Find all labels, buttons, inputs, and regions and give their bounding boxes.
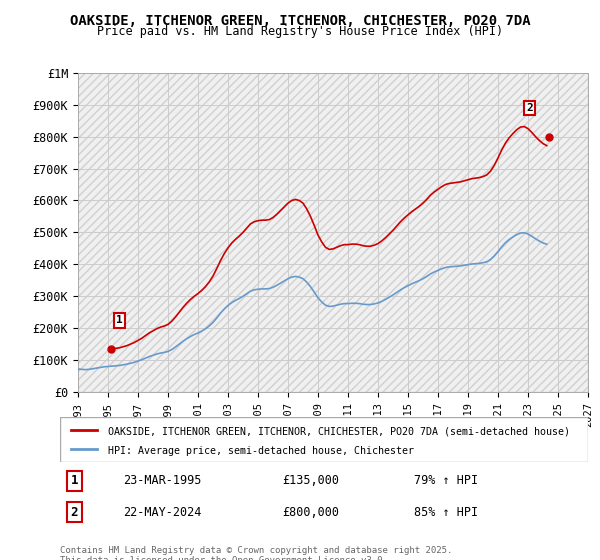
Text: 2: 2 (71, 506, 78, 519)
Text: 2: 2 (526, 103, 533, 113)
Text: 22-MAY-2024: 22-MAY-2024 (124, 506, 202, 519)
Text: 85% ↑ HPI: 85% ↑ HPI (414, 506, 478, 519)
Text: 79% ↑ HPI: 79% ↑ HPI (414, 474, 478, 487)
FancyBboxPatch shape (60, 417, 588, 462)
Text: 1: 1 (71, 474, 78, 487)
Text: Contains HM Land Registry data © Crown copyright and database right 2025.
This d: Contains HM Land Registry data © Crown c… (60, 546, 452, 560)
Text: OAKSIDE, ITCHENOR GREEN, ITCHENOR, CHICHESTER, PO20 7DA: OAKSIDE, ITCHENOR GREEN, ITCHENOR, CHICH… (70, 14, 530, 28)
Text: HPI: Average price, semi-detached house, Chichester: HPI: Average price, semi-detached house,… (107, 446, 413, 456)
Text: 1: 1 (116, 315, 122, 325)
Text: £800,000: £800,000 (282, 506, 339, 519)
Text: Price paid vs. HM Land Registry's House Price Index (HPI): Price paid vs. HM Land Registry's House … (97, 25, 503, 38)
Text: OAKSIDE, ITCHENOR GREEN, ITCHENOR, CHICHESTER, PO20 7DA (semi-detached house): OAKSIDE, ITCHENOR GREEN, ITCHENOR, CHICH… (107, 427, 569, 437)
Text: 23-MAR-1995: 23-MAR-1995 (124, 474, 202, 487)
Text: £135,000: £135,000 (282, 474, 339, 487)
